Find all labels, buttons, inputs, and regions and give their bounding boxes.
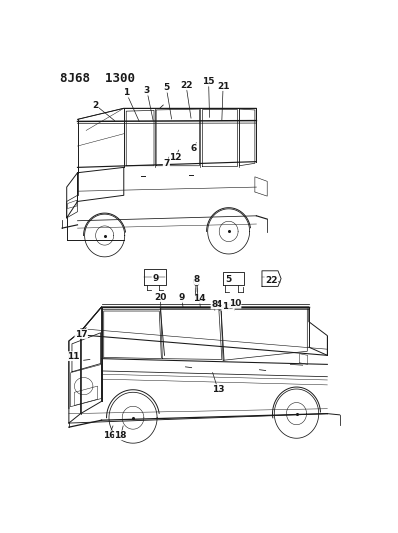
Text: 22: 22: [180, 81, 192, 90]
Text: 18: 18: [115, 431, 127, 440]
Text: 15: 15: [202, 77, 215, 86]
Text: 12: 12: [169, 152, 182, 161]
Text: 21: 21: [217, 82, 229, 91]
Text: 7: 7: [163, 159, 170, 168]
Text: 3: 3: [144, 86, 150, 95]
Text: 2: 2: [92, 101, 99, 109]
Text: 9: 9: [179, 293, 185, 302]
Text: 9: 9: [152, 273, 158, 282]
Text: 14: 14: [193, 294, 206, 303]
Text: 5: 5: [163, 83, 170, 92]
Text: 10: 10: [228, 299, 241, 308]
Text: 8: 8: [211, 300, 217, 309]
Text: 4: 4: [216, 300, 222, 309]
Text: 5: 5: [226, 275, 232, 284]
Text: 6: 6: [191, 143, 197, 152]
Text: 16: 16: [103, 431, 115, 440]
Text: 1: 1: [123, 88, 129, 97]
Text: 8: 8: [193, 276, 200, 284]
Text: 8J68  1300: 8J68 1300: [60, 72, 135, 85]
Text: 11: 11: [66, 352, 79, 361]
Text: 22: 22: [265, 276, 277, 285]
Text: 20: 20: [154, 293, 166, 302]
Text: 17: 17: [75, 329, 88, 338]
Text: 13: 13: [212, 384, 224, 393]
Text: 19: 19: [222, 302, 234, 311]
